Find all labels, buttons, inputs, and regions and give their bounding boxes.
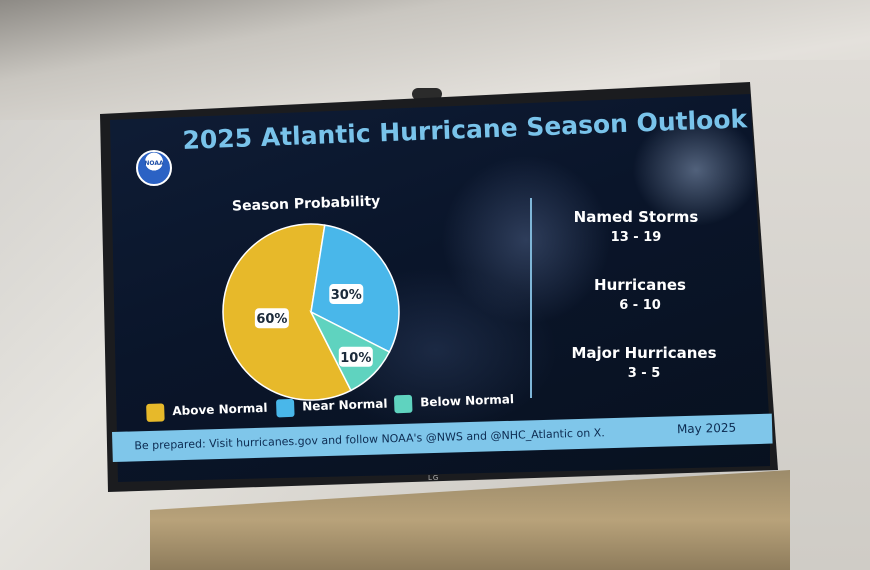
legend-item-below-normal: Below Normal (393, 392, 514, 417)
stat-value: 13 - 19 (610, 230, 662, 245)
logo-text: NOAA (144, 160, 164, 167)
tv-mount (412, 88, 442, 100)
pie-data-label: 60% (254, 308, 289, 329)
tv-brand-logo: LG (428, 474, 440, 482)
noaa-logo-icon: NOAA (136, 150, 172, 186)
footer-text: Be prepared: Visit hurricanes.gov and fo… (134, 426, 605, 453)
stat-named-storms: Named Storms 13 - 19 (546, 208, 726, 245)
legend-label: Above Normal (172, 400, 268, 419)
stat-value: 3 - 5 (627, 366, 661, 381)
pie-data-label: 10% (338, 346, 373, 367)
legend-item-near-normal: Near Normal (275, 397, 388, 421)
legend-swatch (275, 398, 295, 418)
legend-swatch (393, 394, 413, 414)
legend-label: Below Normal (419, 392, 515, 410)
legend-swatch (146, 403, 165, 422)
stat-value: 6 - 10 (619, 298, 661, 313)
pie-label-box (338, 346, 373, 367)
stat-hurricanes: Hurricanes 6 - 10 (550, 276, 730, 313)
stat-label: Named Storms (573, 208, 699, 226)
pie-data-label: 30% (329, 284, 364, 305)
footer-date: May 2025 (676, 420, 737, 437)
legend-item-above-normal: Above Normal (146, 401, 268, 426)
legend-label: Near Normal (302, 396, 388, 414)
stat-major-hurricanes: Major Hurricanes 3 - 5 (554, 344, 734, 381)
pie-label-text: 30% (331, 288, 362, 303)
section-divider (530, 198, 532, 398)
pie-label-box (329, 284, 364, 305)
stat-label: Major Hurricanes (571, 344, 717, 362)
pie-chart: 60% 30% 10% (222, 223, 400, 401)
pie-label-text: 10% (340, 351, 371, 366)
pie-label-box (254, 308, 289, 329)
pie-label-text: 60% (256, 312, 287, 327)
stat-label: Hurricanes (594, 276, 686, 294)
